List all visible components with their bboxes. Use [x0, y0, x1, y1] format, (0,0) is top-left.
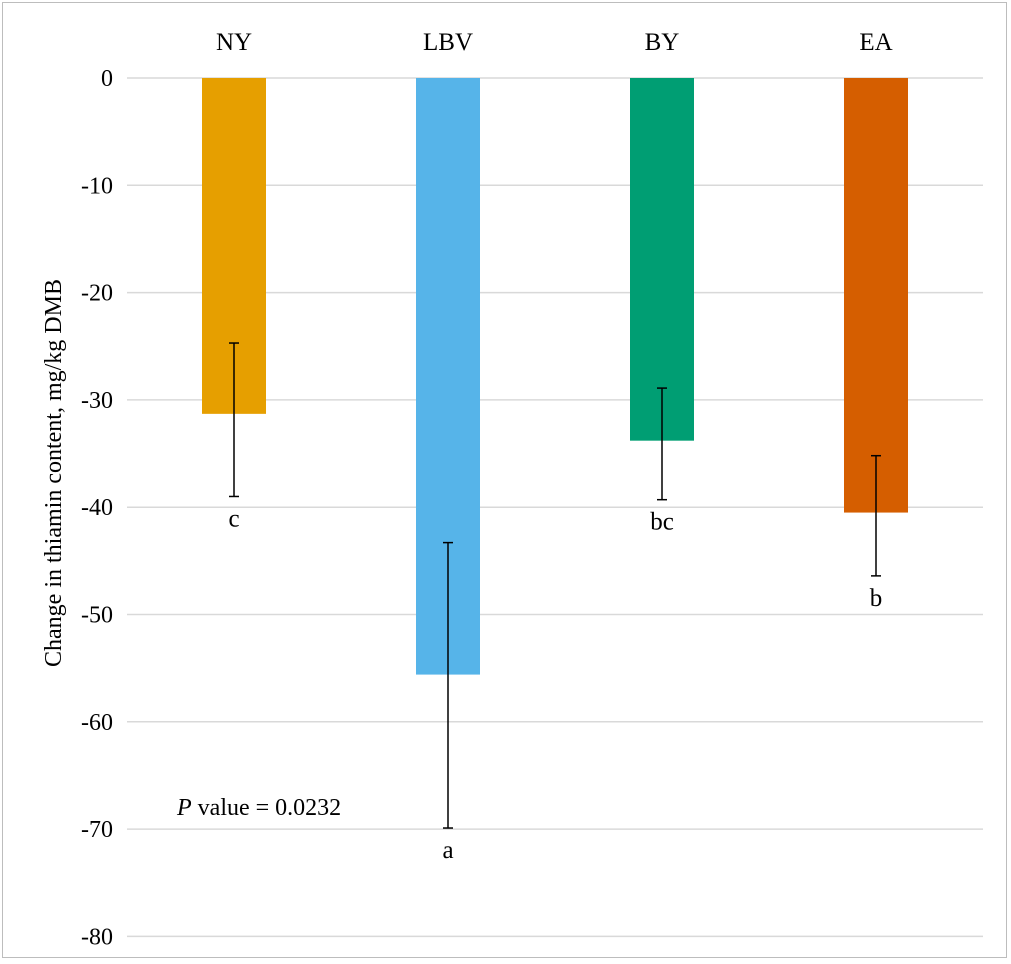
y-tick-label: -20	[81, 281, 113, 307]
bars	[202, 78, 908, 675]
significance-letter-ea: b	[870, 585, 883, 612]
y-tick-label: 0	[101, 66, 113, 92]
p-value-text: value = 0.0232	[192, 795, 342, 821]
y-tick-label: -50	[81, 603, 113, 629]
p-value-italic: P	[176, 795, 192, 821]
p-value-annotation: P value = 0.0232	[176, 795, 341, 821]
y-tick-label: -30	[81, 388, 113, 414]
category-label-ea: EA	[859, 29, 892, 56]
significance-letter-lbv: a	[442, 837, 453, 864]
bar-ea	[844, 78, 908, 513]
category-label-by: BY	[645, 29, 680, 56]
y-tick-label: -60	[81, 710, 113, 736]
significance-letter-ny: c	[228, 505, 239, 532]
y-tick-label: -10	[81, 173, 113, 199]
error-bars	[229, 342, 881, 829]
y-tick-label: -70	[81, 817, 113, 843]
bar-by	[630, 78, 694, 441]
category-labels: NY LBV BY EA	[216, 29, 893, 56]
y-tick-label: -40	[81, 495, 113, 521]
y-axis-label: Change in thiamin content, mg/kg DMB	[41, 279, 67, 667]
category-label-lbv: LBV	[423, 29, 473, 56]
y-axis-ticks: 0 -10 -20 -30 -40 -50 -60 -70 -80	[81, 66, 113, 950]
y-tick-label: -80	[81, 924, 113, 950]
significance-letters: c a bc b	[228, 505, 882, 864]
bar-chart: 0 -10 -20 -30 -40 -50 -60 -70 -80 NY LBV BY EA c a bc…	[41, 29, 983, 950]
gridlines	[127, 77, 983, 938]
significance-letter-by: bc	[650, 509, 674, 536]
category-label-ny: NY	[216, 29, 252, 56]
